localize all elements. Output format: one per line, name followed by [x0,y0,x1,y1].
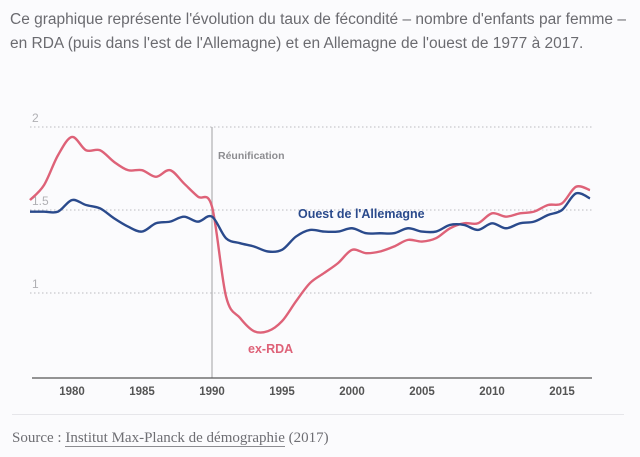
x-tick-label: 1985 [129,386,155,398]
fertility-chart: 11.52 Réunification 1980 1985 1990 1995 2000… [29,111,592,398]
y-axis-ticks: 11.52 [32,111,49,291]
series-line-west [29,191,591,254]
x-tick-label: 1980 [59,386,85,398]
y-tick-label: 2 [32,111,39,125]
x-tick-label: 2005 [409,386,435,398]
x-axis: 1980 1985 1990 1995 2000 2005 2010 2015 [32,377,592,398]
x-tick-label: 2015 [549,386,575,398]
x-tick-label: 2000 [339,386,365,398]
x-tick-label: 2010 [479,386,505,398]
source-line: Source : Institut Max-Planck de démograp… [12,430,329,447]
x-tick-label: 1990 [199,386,225,398]
source-link[interactable]: Institut Max-Planck de démographie [65,430,285,447]
chart-description: Ce graphique représente l'évolution du t… [10,11,626,52]
x-tick-label: 1995 [269,386,295,398]
series-line-rda [29,135,591,334]
grid-lines [30,126,592,294]
label-ouest-allemagne: Ouest de l'Allemagne [298,207,425,221]
y-tick-label: 1 [32,277,39,291]
reunification-annotation: Réunification [211,127,285,378]
series-lines [29,135,591,334]
label-ex-rda: ex-RDA [248,342,293,356]
source-suffix: (2017) [284,430,329,446]
series-labels: ex-RDA Ouest de l'Allemagne [248,207,425,356]
reunification-label: Réunification [218,150,285,162]
divider [12,414,624,415]
source-prefix: Source : [12,430,66,446]
y-tick-label: 1.5 [32,194,49,208]
